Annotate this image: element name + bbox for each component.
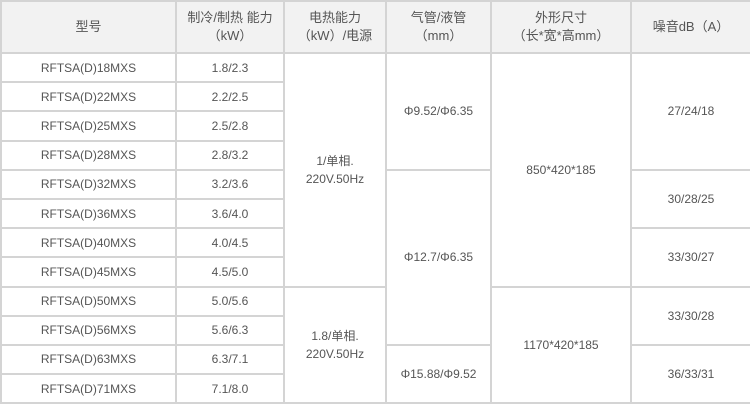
capacity-cell: 5.6/6.3 xyxy=(175,314,285,346)
model-cell: RFTSA(D)22MXS xyxy=(0,81,177,113)
electric-text: 220V.50Hz xyxy=(305,346,365,361)
model-cell: RFTSA(D)18MXS xyxy=(0,51,177,84)
table-row: RFTSA(D)45MXS 4.5/5.0 xyxy=(0,256,750,288)
capacity-cell: 5.0/5.6 xyxy=(175,285,285,317)
header-row: 型号 制冷/制热 能力 （kW） 电热能力 （kW）/电源 气管/液管 （mm） 外形… xyxy=(0,0,750,54)
noise-cell: 36/33/31 xyxy=(630,343,750,405)
pipe-cell: Φ9.52/Φ6.35 xyxy=(385,52,492,171)
dimensions-cell: 1170*420*185 xyxy=(490,285,632,405)
electric-cell: 1/单相. 220V.50Hz xyxy=(283,52,387,288)
model-cell: RFTSA(D)40MXS xyxy=(0,227,177,259)
header-dimensions: 外形尺寸 （长*宽*高mm） xyxy=(490,0,632,54)
electric-text: 1.8/单相. xyxy=(311,328,359,343)
noise-cell: 27/24/18 xyxy=(630,52,750,171)
model-cell: RFTSA(D)50MXS xyxy=(0,285,177,317)
table-row: RFTSA(D)28MXS 2.8/3.2 xyxy=(0,139,750,171)
header-text: 制冷/制热 能力 xyxy=(187,10,273,25)
noise-cell: 33/30/28 xyxy=(630,285,750,346)
table-row: RFTSA(D)71MXS 7.1/8.0 xyxy=(0,373,750,405)
header-text: （长*宽*高mm） xyxy=(512,28,610,43)
header-text: （kW）/电源 xyxy=(297,28,373,43)
header-text: 噪音dB（A） xyxy=(652,19,730,34)
table-row: RFTSA(D)36MXS 3.6/4.0 xyxy=(0,197,750,230)
header-noise: 噪音dB（A） xyxy=(630,0,750,54)
pipe-cell: Φ15.88/Φ9.52 xyxy=(385,343,492,405)
capacity-cell: 6.3/7.1 xyxy=(175,343,285,376)
header-model: 型号 xyxy=(0,0,177,54)
capacity-cell: 1.8/2.3 xyxy=(175,51,285,84)
capacity-cell: 2.5/2.8 xyxy=(175,110,285,142)
model-cell: RFTSA(D)71MXS xyxy=(0,373,177,405)
model-cell: RFTSA(D)63MXS xyxy=(0,343,177,376)
model-cell: RFTSA(D)25MXS xyxy=(0,110,177,142)
table-row: RFTSA(D)40MXS 4.0/4.5 33/30/27 xyxy=(0,227,750,288)
header-text: 外形尺寸 xyxy=(534,10,587,25)
capacity-cell: 2.2/2.5 xyxy=(175,81,285,113)
capacity-cell: 2.8/3.2 xyxy=(175,139,285,171)
model-cell: RFTSA(D)28MXS xyxy=(0,139,177,171)
electric-cell: 1.8/单相. 220V.50Hz xyxy=(283,285,387,405)
pipe-cell: Φ12.7/Φ6.35 xyxy=(385,168,492,346)
capacity-cell: 3.6/4.0 xyxy=(175,197,285,230)
header-electric: 电热能力 （kW）/电源 xyxy=(283,0,387,54)
electric-text: 1/单相. xyxy=(316,153,354,168)
header-capacity: 制冷/制热 能力 （kW） xyxy=(175,0,285,54)
table-row: RFTSA(D)32MXS 3.2/3.6 Φ12.7/Φ6.35 30/28/2… xyxy=(0,168,750,346)
table-row: RFTSA(D)63MXS 6.3/7.1 Φ15.88/Φ9.52 36/33/… xyxy=(0,343,750,405)
model-cell: RFTSA(D)32MXS xyxy=(0,168,177,200)
table-row: RFTSA(D)56MXS 5.6/6.3 xyxy=(0,314,750,346)
noise-cell: 33/30/27 xyxy=(630,227,750,288)
header-pipe: 气管/液管 （mm） xyxy=(385,0,492,54)
model-cell: RFTSA(D)56MXS xyxy=(0,314,177,346)
header-text: （mm） xyxy=(414,28,463,43)
header-text: 气管/液管 xyxy=(410,10,467,25)
table-row: RFTSA(D)50MXS 5.0/5.6 1.8/单相. 220V.50Hz 11… xyxy=(0,285,750,405)
model-cell: RFTSA(D)36MXS xyxy=(0,197,177,230)
capacity-cell: 4.0/4.5 xyxy=(175,227,285,259)
table-row: RFTSA(D)25MXS 2.5/2.8 xyxy=(0,110,750,142)
capacity-cell: 4.5/5.0 xyxy=(175,256,285,288)
noise-cell: 30/28/25 xyxy=(630,168,750,230)
table-row: RFTSA(D)18MXS 1.8/2.3 1/单相. 220V.50Hz Φ9.… xyxy=(0,51,750,288)
model-cell: RFTSA(D)45MXS xyxy=(0,256,177,288)
table-row: RFTSA(D)22MXS 2.2/2.5 xyxy=(0,81,750,113)
header-text: 电热能力 xyxy=(308,10,361,25)
header-text: （kW） xyxy=(207,28,253,43)
capacity-cell: 3.2/3.6 xyxy=(175,168,285,200)
dimensions-cell: 850*420*185 xyxy=(490,52,632,288)
header-text: 型号 xyxy=(75,19,102,34)
capacity-cell: 7.1/8.0 xyxy=(175,373,285,405)
electric-text: 220V.50Hz xyxy=(305,171,365,186)
